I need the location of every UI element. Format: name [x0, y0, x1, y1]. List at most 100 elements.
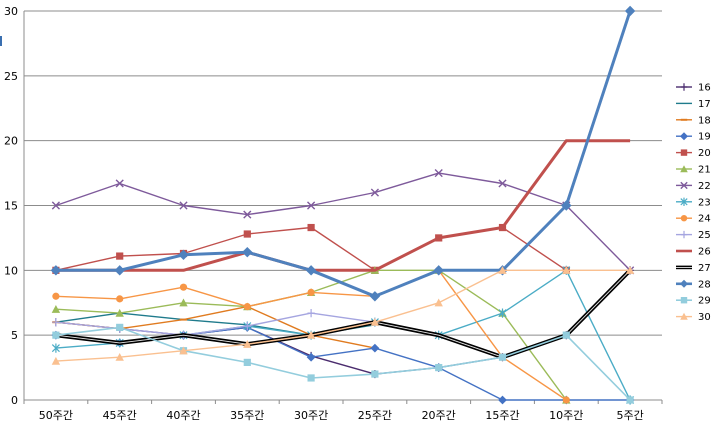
series-line [55, 226, 567, 271]
data-point [680, 297, 688, 304]
data-point [498, 395, 507, 405]
data-point [307, 374, 315, 382]
data-point [179, 201, 188, 210]
data-point [498, 179, 507, 188]
data-point [680, 279, 688, 288]
data-point [680, 132, 688, 141]
data-point [680, 165, 688, 173]
legend-item-17: 17 [676, 99, 711, 110]
data-point [115, 353, 124, 361]
data-point [50, 265, 62, 276]
data-point [562, 396, 570, 404]
series-26 [55, 139, 631, 272]
legend-label: 22 [698, 181, 711, 192]
legend-label: 24 [698, 214, 711, 225]
series-line [55, 312, 375, 336]
data-point [179, 346, 188, 355]
legend-label: 28 [698, 279, 711, 290]
legend-item-20: 20 [676, 148, 711, 159]
legend-item-29: 29 [676, 296, 711, 307]
data-point [562, 266, 571, 274]
series-line [55, 139, 631, 272]
data-point [307, 288, 315, 296]
data-point [624, 5, 636, 17]
data-point [625, 266, 635, 274]
series-22 [51, 168, 635, 275]
legend-item-28: 28 [676, 279, 711, 290]
legend-item-24: 24 [676, 214, 711, 225]
data-point [116, 295, 124, 303]
legend-label: 23 [698, 197, 711, 208]
data-point [370, 318, 380, 326]
data-point [243, 358, 251, 366]
x-tick-label: 5주간 [616, 409, 643, 422]
legend-item-22: 22 [676, 181, 711, 192]
data-point [243, 210, 252, 219]
data-point [243, 340, 252, 348]
legend-label: 19 [698, 132, 711, 143]
data-point [243, 321, 251, 331]
legend-item-21: 21 [676, 165, 711, 176]
legend-label: 21 [698, 165, 711, 176]
data-point [561, 200, 572, 211]
data-point [562, 331, 570, 339]
data-point [307, 309, 315, 318]
data-point [433, 265, 444, 276]
data-point [626, 396, 634, 404]
legend-item-19: 19 [676, 132, 711, 143]
x-tick-label: 25주간 [358, 409, 392, 422]
legend-label: 29 [698, 296, 711, 307]
legend-label: 27 [698, 263, 711, 274]
series-line [55, 10, 632, 298]
data-point [306, 352, 316, 362]
data-point [243, 303, 251, 311]
data-point [179, 298, 188, 307]
series-line [55, 326, 631, 401]
y-tick-label: 25 [4, 70, 18, 83]
data-point [435, 363, 443, 372]
legend-label: 17 [698, 99, 711, 110]
data-point [52, 292, 60, 300]
data-point [116, 252, 124, 260]
data-point [680, 197, 688, 206]
data-point [306, 330, 316, 339]
data-point [434, 298, 443, 307]
x-tick-label: 40주간 [166, 409, 200, 422]
data-point [680, 230, 688, 239]
legend-label: 26 [698, 247, 711, 258]
x-tick-label: 35주간 [230, 409, 264, 422]
data-point [680, 215, 688, 222]
data-point [51, 343, 60, 353]
data-point [115, 308, 124, 317]
series-line [55, 269, 631, 362]
data-point [680, 181, 688, 190]
x-tick-label: 45주간 [103, 409, 137, 422]
left-edge-marker [0, 36, 2, 46]
data-point [116, 323, 124, 331]
data-point [179, 283, 188, 291]
x-tick-label: 50주간 [39, 409, 73, 422]
legend-item-26: 26 [676, 247, 711, 258]
legend-item-16: 16 [676, 83, 711, 94]
series-line [55, 172, 631, 271]
data-point [242, 246, 253, 258]
data-point [307, 223, 315, 232]
legend-item-30: 30 [676, 312, 711, 323]
y-tick-label: 0 [11, 394, 18, 407]
data-point [498, 353, 507, 361]
data-point [52, 331, 60, 339]
legend-label: 20 [698, 148, 711, 159]
data-point [680, 83, 688, 91]
legend-item-25: 25 [676, 230, 711, 241]
data-point [434, 168, 443, 178]
x-tick-label: 20주간 [422, 409, 456, 422]
y-tick-label: 10 [4, 264, 18, 277]
data-point [680, 149, 688, 156]
data-point [52, 318, 60, 327]
data-point [305, 265, 317, 276]
data-point [114, 265, 125, 276]
legend-item-27: 27 [676, 263, 711, 274]
legend-item-18: 18 [676, 115, 711, 126]
data-point [115, 179, 124, 188]
y-tick-label: 15 [4, 200, 18, 213]
